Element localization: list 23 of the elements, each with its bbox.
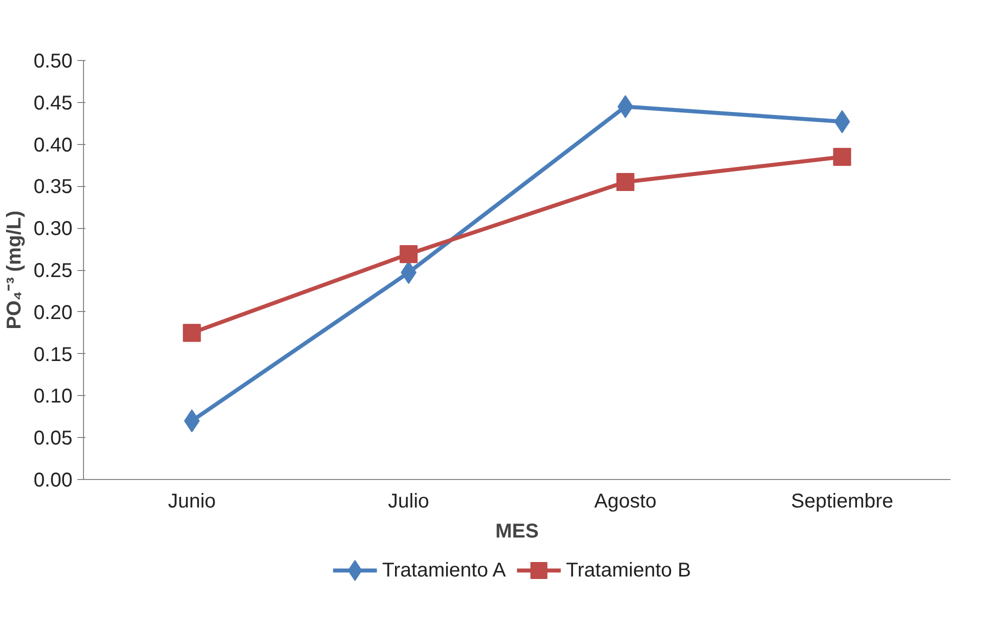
y-tick-label: 0.10 [34,386,73,408]
point [400,245,418,264]
y-tick-label: 0.50 [34,50,73,72]
x-tick-label: Julio [388,490,430,512]
x-tick-label: Septiembre [790,490,894,512]
point [182,324,201,342]
y-tick-label: 0.20 [34,302,73,324]
y-tick-label: 0.25 [34,260,73,282]
y-tick-label: 0.30 [34,218,73,240]
y-axis-title: PO₄⁻³ (mg/L) [4,210,26,330]
x-tick-label: Junio [168,490,216,512]
legend-label: Tratamiento A [382,560,507,582]
y-tick-label: 0.00 [34,470,73,492]
x-axis-title: MES [495,520,539,542]
legend-label: Tratamiento B [566,560,691,582]
y-tick-label: 0.05 [34,428,73,450]
y-tick-label: 0.15 [34,344,73,366]
y-tick-label: 0.35 [34,176,73,198]
y-tick-label: 0.40 [34,134,73,156]
point [616,173,634,192]
x-tick-label: Agosto [594,490,657,512]
y-tick-label: 0.45 [34,92,73,114]
point [833,148,852,166]
